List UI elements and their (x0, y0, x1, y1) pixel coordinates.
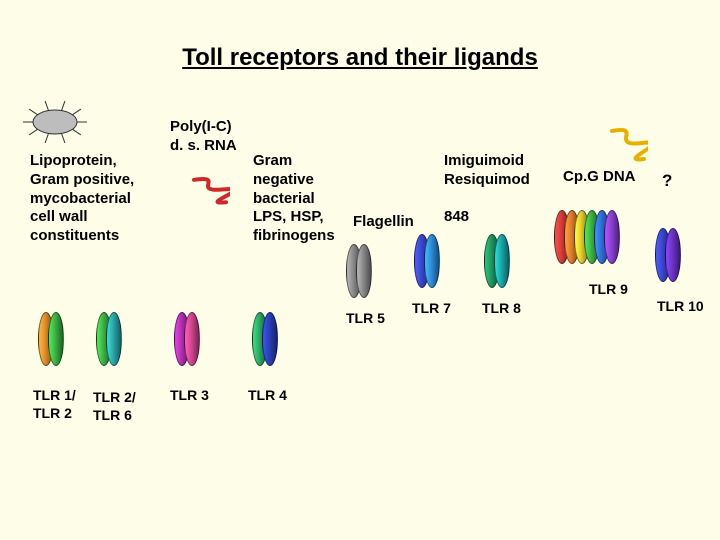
bacterium-icon (18, 95, 92, 149)
receptor-label-tlr3: TLR 3 (170, 387, 209, 405)
ligand-label-tlr3: Poly(I-C) d. s. RNA (170, 118, 237, 156)
receptor-ellipse (106, 312, 122, 366)
receptor-label-tlr8: TLR 8 (482, 300, 521, 318)
ligand-label-tlr10: ? (662, 170, 672, 191)
receptor-ellipse (184, 312, 200, 366)
rna-squiggle-icon (190, 175, 230, 207)
receptor-ellipse (665, 228, 681, 282)
receptor-label-tlr2_tlr6: TLR 2/ TLR 6 (93, 389, 136, 424)
ligand-label-tlr7: Imiguimoid Resiquimod 848 (444, 152, 530, 227)
ligand-label-tlr4: Gram negative bacterial LPS, HSP, fibrin… (253, 152, 335, 246)
dna-squiggle-icon (608, 125, 648, 165)
receptor-ellipse (262, 312, 278, 366)
receptor-label-tlr9: TLR 9 (589, 281, 628, 299)
receptor-label-tlr10: TLR 10 (657, 298, 704, 316)
ligand-label-tlr1_2: Lipoprotein, Gram positive, mycobacteria… (30, 152, 134, 246)
receptor-ellipse (424, 234, 440, 288)
diagram-title: Toll receptors and their ligands (0, 44, 720, 72)
receptor-label-tlr5: TLR 5 (346, 310, 385, 328)
receptor-ellipse (356, 244, 372, 298)
ligand-label-tlr9: Cp.G DNA (563, 168, 636, 187)
ligand-label-tlr5: Flagellin (353, 213, 414, 232)
receptor-label-tlr7: TLR 7 (412, 300, 451, 318)
receptor-ellipse (48, 312, 64, 366)
receptor-label-tlr4: TLR 4 (248, 387, 287, 405)
receptor-label-tlr1_tlr2: TLR 1/ TLR 2 (33, 387, 76, 422)
receptor-ellipse (604, 210, 620, 264)
receptor-ellipse (494, 234, 510, 288)
